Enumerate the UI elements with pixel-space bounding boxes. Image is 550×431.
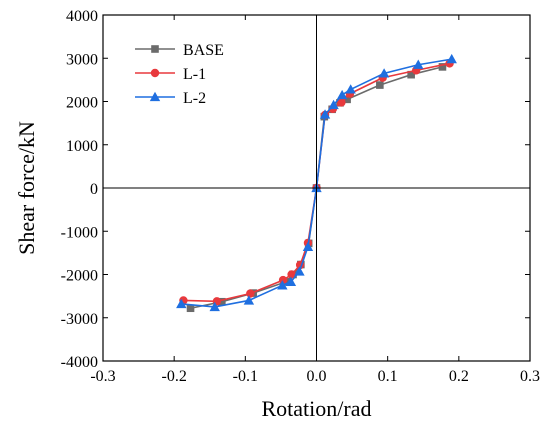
- legend-item-l-2: L-2: [135, 90, 206, 107]
- x-tick-label: 0.1: [378, 368, 398, 385]
- y-tick-label: 1000: [66, 138, 98, 155]
- data-point-l-2: [285, 276, 297, 287]
- data-point-l-2: [176, 298, 187, 309]
- y-tick-label: -4000: [61, 354, 98, 371]
- data-point-l-2: [413, 59, 424, 69]
- x-tick-label: -0.1: [233, 368, 258, 385]
- x-tick-label: 0.0: [307, 368, 327, 385]
- legend-marker: [150, 68, 160, 78]
- data-point-l-2: [302, 241, 314, 251]
- data-point-base: [438, 63, 447, 71]
- x-tick-label: -0.2: [162, 368, 187, 385]
- data-point-l-1: [278, 275, 288, 285]
- data-point-l-2: [446, 53, 457, 64]
- data-point-base: [186, 304, 195, 313]
- legend-marker: [149, 91, 161, 102]
- y-tick-label: -1000: [61, 224, 98, 241]
- legend-label: L-2: [183, 90, 206, 107]
- y-axis-title: Shear force/kN: [14, 121, 39, 255]
- data-point-l-2: [345, 84, 356, 94]
- data-point-base: [407, 70, 415, 79]
- legend-label: BASE: [183, 42, 224, 59]
- data-point-l-2: [243, 295, 255, 305]
- x-tick-label: 0.3: [520, 368, 540, 385]
- y-tick-label: -3000: [61, 311, 98, 328]
- legend-marker: [151, 45, 159, 53]
- x-tick-label: 0.2: [449, 368, 469, 385]
- y-tick-label: 4000: [66, 8, 98, 25]
- data-point-l-2: [319, 109, 331, 119]
- data-point-base: [343, 95, 351, 104]
- data-point-base: [376, 81, 384, 89]
- y-tick-label: 3000: [66, 51, 98, 68]
- axes: -0.3 -0.2 -0.1 0.0 0.1 0.2 0.3 -4000 -3000 -2000 -…: [14, 8, 540, 421]
- y-tick-label: -2000: [61, 268, 98, 285]
- data-point-base: [218, 297, 226, 306]
- y-tick-label: 2000: [66, 95, 98, 112]
- legend-item-base: BASE: [135, 42, 224, 59]
- data-point-l-2: [336, 89, 348, 100]
- data-point-l-2: [378, 68, 390, 78]
- legend: BASE L-1 L-2: [135, 42, 224, 107]
- data-point-l-2: [209, 301, 220, 312]
- data-point-l-2: [277, 280, 288, 290]
- x-axis-title: Rotation/rad: [262, 396, 372, 421]
- y-tick-label: 0: [90, 181, 98, 198]
- legend-label: L-1: [183, 66, 206, 83]
- data-point-l-2: [294, 266, 305, 276]
- data-point-l-2: [328, 99, 339, 110]
- data-point-l-1: [246, 289, 255, 298]
- legend-item-l-1: L-1: [135, 66, 206, 83]
- data-point-l-1: [337, 98, 346, 107]
- data-point-l-1: [287, 270, 296, 279]
- x-tick-label: -0.3: [90, 368, 115, 385]
